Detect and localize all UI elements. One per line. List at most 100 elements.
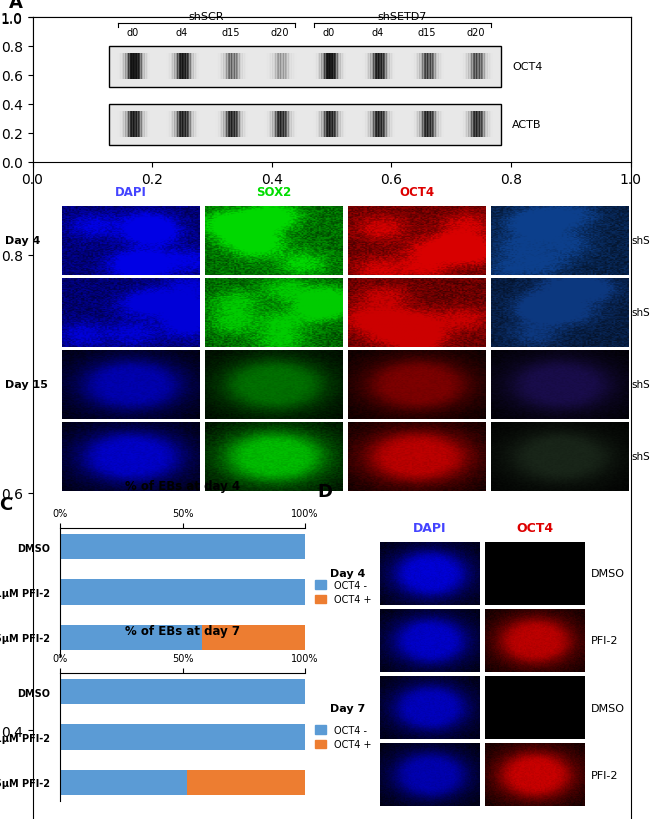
Bar (240, 54, 243, 80)
Bar (335, 54, 338, 80)
Bar (236, 54, 238, 80)
Bar (343, 112, 346, 138)
Bar (184, 112, 186, 138)
Text: OCT4: OCT4 (399, 186, 434, 199)
Bar (141, 54, 144, 80)
Bar (326, 112, 328, 138)
Bar (292, 54, 295, 80)
Bar (427, 54, 430, 80)
Text: DAPI: DAPI (413, 522, 446, 535)
Text: PFI-2: PFI-2 (590, 770, 618, 780)
Bar (226, 54, 229, 80)
Bar (440, 112, 442, 138)
Bar (470, 54, 472, 80)
Bar (369, 112, 371, 138)
Bar (185, 112, 188, 138)
Bar (384, 112, 387, 138)
Bar (274, 54, 276, 80)
Bar (489, 112, 491, 138)
Bar (339, 54, 341, 80)
Bar (315, 54, 317, 80)
Bar (270, 112, 273, 138)
Bar (144, 112, 147, 138)
Bar (270, 54, 273, 80)
Bar (372, 54, 374, 80)
Bar (468, 54, 471, 80)
Bar (387, 54, 390, 80)
Bar (117, 112, 120, 138)
Bar (122, 112, 124, 138)
Bar (470, 112, 472, 138)
Bar (416, 112, 418, 138)
Legend: OCT4 -, OCT4 +: OCT4 -, OCT4 + (315, 580, 372, 604)
Bar (487, 54, 489, 80)
Bar (125, 54, 127, 80)
Bar (389, 112, 391, 138)
Bar (331, 112, 333, 138)
Bar (172, 54, 175, 80)
Bar (465, 112, 467, 138)
Bar (411, 54, 413, 80)
Text: OCT4: OCT4 (512, 62, 543, 72)
Bar (218, 54, 221, 80)
Bar (237, 112, 240, 138)
Bar (267, 112, 270, 138)
Bar (417, 54, 420, 80)
Bar (242, 112, 244, 138)
Bar (136, 112, 138, 138)
Bar (60, 725, 305, 749)
Bar (239, 112, 241, 138)
Text: A: A (9, 0, 23, 12)
Bar (340, 112, 343, 138)
Bar (281, 54, 284, 80)
Bar (169, 112, 172, 138)
Bar (471, 54, 474, 80)
Bar (233, 54, 235, 80)
Bar (378, 112, 380, 138)
Bar (226, 112, 229, 138)
Bar (141, 112, 144, 138)
Bar (334, 54, 336, 80)
Bar (383, 54, 385, 80)
Bar (364, 54, 366, 80)
Text: Day 7: Day 7 (330, 703, 365, 713)
Bar (195, 54, 197, 80)
Bar (124, 112, 126, 138)
Bar (182, 54, 185, 80)
Bar (133, 112, 135, 138)
Bar (332, 54, 335, 80)
Text: shSETD7: shSETD7 (632, 452, 650, 462)
Bar (413, 54, 415, 80)
Bar (242, 54, 244, 80)
Bar (294, 54, 297, 80)
Bar (435, 54, 437, 80)
Bar (376, 54, 379, 80)
Bar (109, 47, 500, 88)
Bar (364, 112, 366, 138)
Bar (222, 54, 224, 80)
Bar (128, 54, 131, 80)
Text: shSCR: shSCR (188, 12, 224, 22)
Bar (318, 54, 320, 80)
Bar (375, 112, 377, 138)
Bar (432, 112, 434, 138)
Bar (463, 112, 465, 138)
Bar (486, 54, 488, 80)
Bar (290, 112, 292, 138)
Text: DMSO: DMSO (590, 568, 625, 578)
Bar (386, 112, 388, 138)
Bar (234, 112, 237, 138)
Bar (484, 112, 486, 138)
Text: PFI-2: PFI-2 (590, 636, 618, 645)
Bar (319, 112, 322, 138)
Bar (169, 54, 172, 80)
Bar (474, 54, 477, 80)
Bar (287, 54, 289, 80)
Bar (277, 54, 280, 80)
Bar (127, 54, 129, 80)
Bar (489, 54, 491, 80)
Bar (321, 112, 324, 138)
Text: d0: d0 (323, 28, 335, 38)
Text: SOX2: SOX2 (256, 186, 291, 199)
Bar (168, 112, 170, 138)
